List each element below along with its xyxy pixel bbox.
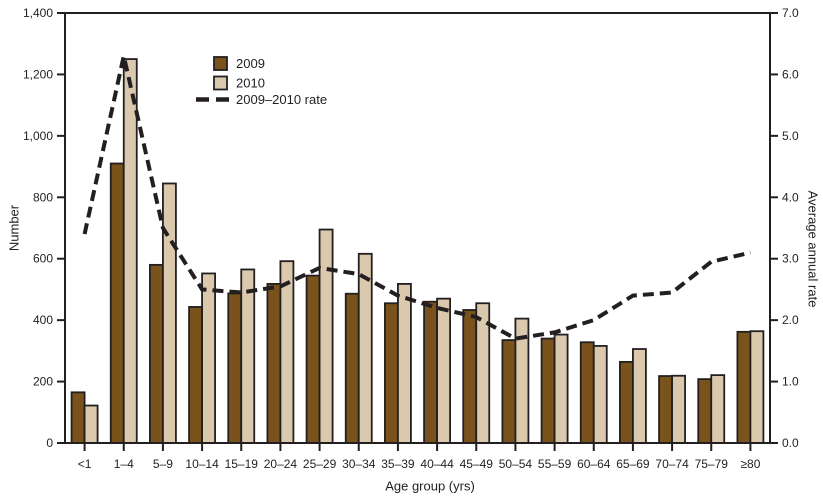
x-tick-label-65-69: 65–69 [616, 457, 650, 471]
bar-2009-15-19 [227, 292, 243, 444]
bar-2009-40-44 [423, 300, 438, 444]
y-tick-label-left-200: 200 [33, 375, 53, 389]
bar-2010-20-24 [279, 260, 295, 444]
bar-2009-55-59 [540, 337, 556, 444]
x-tick-label-60-64: 60–64 [577, 457, 611, 471]
bar-2009-1-4 [109, 162, 125, 444]
x-tick-label-5-9: 5–9 [153, 457, 173, 471]
bar-2009-5-9 [149, 263, 164, 444]
bar-2010-1 [83, 404, 99, 444]
x-tick-label-35-39: 35–39 [381, 457, 415, 471]
bar-2009-45-49 [462, 309, 478, 444]
y-tick-label-right-4-0: 4.0 [782, 190, 799, 204]
bar-2009-35-39 [384, 302, 399, 444]
bar-2010-35-39 [397, 282, 412, 444]
x-tick-label-55-59: 55–59 [538, 457, 572, 471]
bar-2010-80 [749, 330, 765, 444]
x-tick-label-20-24: 20–24 [264, 457, 298, 471]
y-tick-label-right-5-0: 5.0 [782, 129, 799, 143]
bar-2010-55-59 [553, 333, 569, 444]
bar-2010-5-9 [162, 182, 177, 444]
bar-2009-10-14 [188, 306, 203, 444]
y-axis-title-left: Number [6, 204, 22, 252]
y-tick-label-right-0-0: 0.0 [782, 436, 799, 450]
bar-2010-70-74 [671, 374, 686, 444]
y-tick-label-left-1-400: 1,400 [23, 6, 53, 20]
y-tick-label-right-7-0: 7.0 [782, 6, 799, 20]
bar-2009-60-64 [579, 341, 595, 444]
bar-2009-25-29 [305, 274, 321, 444]
x-tick-label-1-4: 1–4 [114, 457, 134, 471]
x-tick-label-50-54: 50–54 [499, 457, 533, 471]
legend-label-rate: 2009–2010 rate [236, 92, 327, 107]
plot-border [64, 12, 771, 444]
bar-2010-60-64 [592, 345, 608, 444]
y-tick-label-right-6-0: 6.0 [782, 67, 799, 81]
y-tick-label-left-800: 800 [33, 190, 53, 204]
x-tick-label-1: <1 [78, 457, 92, 471]
x-tick-label-70-74: 70–74 [655, 457, 689, 471]
y-tick-label-left-600: 600 [33, 252, 53, 266]
bar-2009-80 [736, 330, 752, 444]
x-tick-label-80: ≥80 [740, 457, 760, 471]
y-tick-label-left-400: 400 [33, 313, 53, 327]
x-tick-label-45-49: 45–49 [460, 457, 494, 471]
bar-2009-65-69 [619, 361, 634, 444]
legend-swatch-2010 [213, 75, 228, 91]
y-tick-label-right-2-0: 2.0 [782, 313, 799, 327]
y-tick-label-left-0: 0 [46, 436, 53, 450]
rate-line [82, 55, 751, 341]
bar-2010-75-79 [710, 374, 726, 444]
bar-2010-15-19 [240, 268, 256, 444]
bar-2010-30-34 [357, 252, 373, 444]
bar-2009-20-24 [266, 282, 282, 444]
legend-label-2009: 2009 [236, 56, 265, 71]
bar-2009-1 [70, 391, 86, 444]
bar-2010-65-69 [632, 348, 647, 444]
x-tick-label-30-34: 30–34 [342, 457, 376, 471]
y-tick-label-left-1-200: 1,200 [23, 67, 53, 81]
bar-2009-70-74 [658, 375, 673, 444]
bar-2009-75-79 [697, 378, 713, 444]
legend-swatch-2009 [213, 56, 228, 71]
y-axis-title-right: Average annual rate [805, 190, 821, 308]
bar-2010-25-29 [318, 228, 334, 444]
y-tick-label-right-3-0: 3.0 [782, 252, 799, 266]
x-tick-label-40-44: 40–44 [420, 457, 454, 471]
bar-2010-40-44 [436, 297, 451, 444]
bar-2010-10-14 [201, 272, 216, 444]
x-tick-label-15-19: 15–19 [225, 457, 259, 471]
x-tick-label-25-29: 25–29 [303, 457, 337, 471]
bar-2009-30-34 [344, 292, 360, 444]
bar-2009-50-54 [501, 339, 517, 444]
x-tick-label-10-14: 10–14 [185, 457, 219, 471]
bar-2010-1-4 [122, 58, 138, 444]
x-tick-label-75-79: 75–79 [695, 457, 729, 471]
x-axis-title: Age group (yrs) [385, 478, 475, 494]
y-tick-label-left-1-000: 1,000 [23, 129, 53, 143]
legend-label-2010: 2010 [236, 76, 265, 91]
y-tick-label-right-1-0: 1.0 [782, 375, 799, 389]
